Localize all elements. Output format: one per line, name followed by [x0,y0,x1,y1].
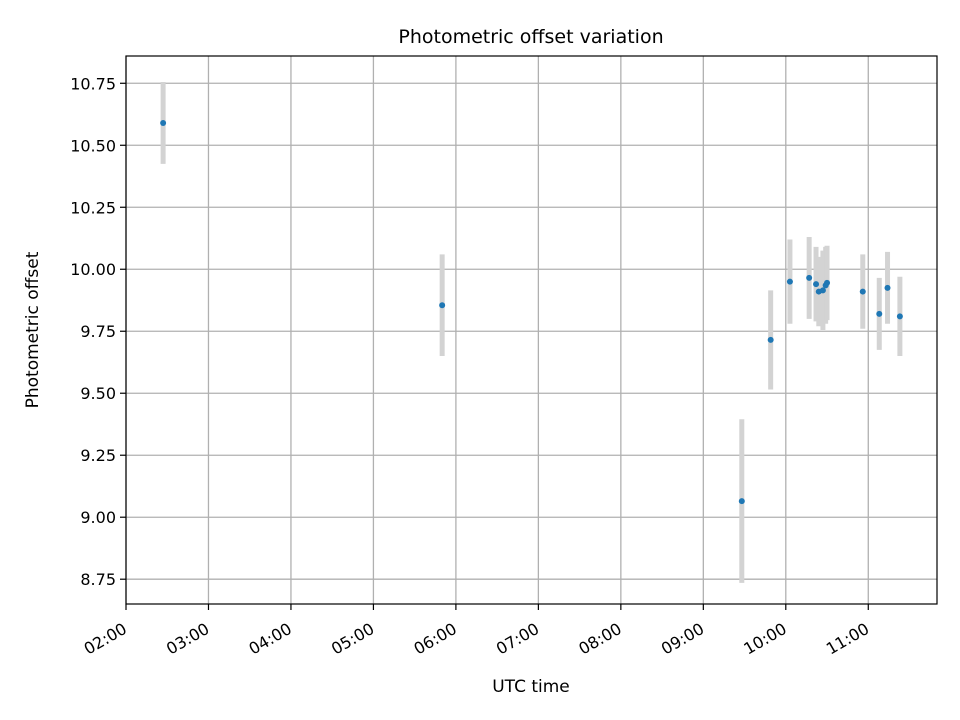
data-point [813,281,820,288]
y-tick-label: 9.75 [80,322,116,341]
data-point [738,498,745,505]
y-tick-label: 10.75 [70,74,116,93]
y-axis-title: Photometric offset [23,251,43,408]
data-point [806,274,813,281]
data-point [819,287,826,294]
y-axis-ticks: 8.75 9.00 9.25 9.50 9.75 10.00 10.25 10.50 10.75 [70,74,126,589]
x-axis-title: UTC time [492,677,570,697]
y-tick-label: 9.25 [80,446,116,465]
data-point [160,119,167,126]
y-tick-label: 10.50 [70,136,116,155]
y-tick-label: 8.75 [80,570,116,589]
data-point [896,313,903,320]
data-point [876,310,883,317]
y-tick-label: 10.25 [70,198,116,217]
data-point [859,288,866,295]
data-point [767,336,774,343]
plot-frame [125,55,938,605]
data-point [824,279,831,286]
chart-title: Photometric offset variation [398,26,663,48]
data-point [786,278,793,285]
data-point [439,302,446,309]
y-tick-label: 9.00 [80,508,116,527]
y-tick-label: 9.50 [80,384,116,403]
point-layer [160,119,903,505]
grid-layer [125,56,937,604]
y-tick-label: 10.00 [70,260,116,279]
data-point [884,284,891,291]
